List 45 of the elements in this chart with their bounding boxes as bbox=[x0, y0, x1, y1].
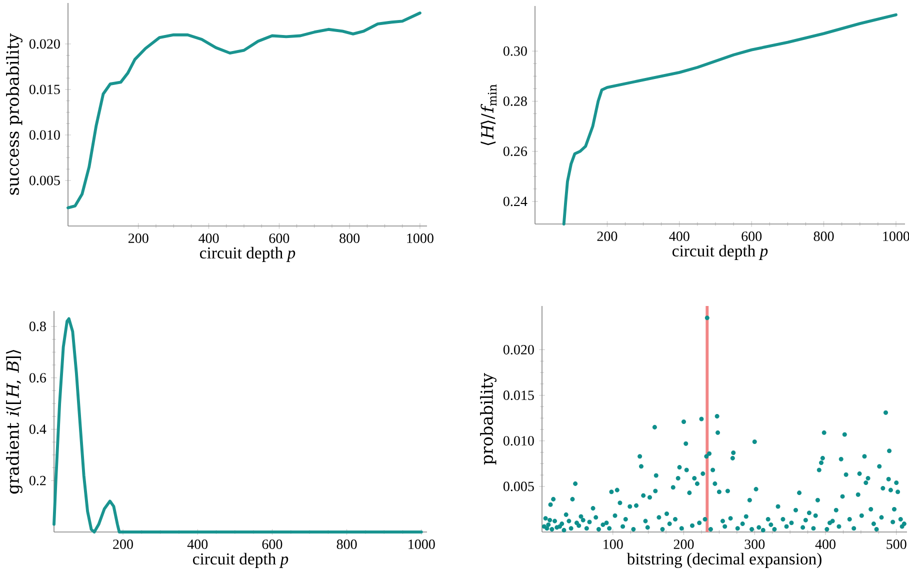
y-tick-label: 0.015 bbox=[29, 84, 60, 94]
x-tick-label: 200 bbox=[128, 234, 148, 244]
x-tick-label: 500 bbox=[886, 540, 906, 550]
line-series bbox=[66, 12, 422, 210]
y-tick-label: 0.010 bbox=[29, 130, 60, 140]
y-tick-label: 0.005 bbox=[503, 482, 534, 492]
y-tick-label: 0.24 bbox=[503, 196, 528, 206]
x-axis-title: circuit depth p bbox=[672, 244, 768, 260]
y-axis-title: probability bbox=[480, 373, 496, 465]
x-tick-label: 400 bbox=[198, 234, 219, 244]
x-tick-label: 300 bbox=[744, 540, 765, 550]
x-tick-label: 200 bbox=[597, 232, 618, 242]
y-tick-label: 0.015 bbox=[503, 390, 534, 400]
x-tick-label: 200 bbox=[674, 540, 694, 550]
y-axis-title: ⟨H⟩/f$_{min}$ bbox=[480, 84, 496, 146]
x-tick-label: 200 bbox=[113, 540, 133, 550]
y-tick-label: 0.020 bbox=[29, 39, 60, 49]
y-axis-title: success probability bbox=[6, 33, 22, 195]
x-tick-label: 1000 bbox=[407, 234, 434, 244]
y-tick-label: 0.4 bbox=[29, 424, 46, 434]
x-tick-label: 1000 bbox=[883, 232, 909, 242]
y-tick-label: 0.8 bbox=[29, 322, 46, 332]
x-tick-label: 1000 bbox=[408, 540, 435, 550]
x-tick-label: 600 bbox=[269, 234, 290, 244]
y-tick-label: 0.6 bbox=[29, 373, 46, 383]
y-tick-label: 0.26 bbox=[503, 146, 528, 156]
y-tick-label: 0.005 bbox=[29, 176, 60, 186]
x-tick-label: 600 bbox=[742, 232, 762, 242]
x-tick-label: 400 bbox=[187, 540, 208, 550]
y-tick-label: 0.020 bbox=[503, 344, 534, 354]
x-axis-title: circuit depth p bbox=[200, 246, 296, 262]
x-tick-label: 800 bbox=[814, 232, 834, 242]
y-tick-label: 0.28 bbox=[503, 96, 527, 106]
y-tick-label: 0.2 bbox=[29, 476, 46, 486]
x-axis-title: circuit depth p bbox=[192, 552, 288, 568]
y-tick-label: 0.010 bbox=[503, 436, 534, 446]
x-tick-label: 600 bbox=[262, 540, 282, 550]
x-tick-label: 400 bbox=[669, 232, 690, 242]
x-tick-label: 800 bbox=[340, 234, 360, 244]
y-tick-label: 0.30 bbox=[503, 46, 527, 56]
x-tick-label: 100 bbox=[604, 540, 623, 550]
x-axis-title: bitstring (decimal expansion) bbox=[626, 552, 822, 568]
x-tick-label: 800 bbox=[336, 540, 357, 550]
x-tick-label: 400 bbox=[815, 540, 836, 550]
y-axis-title: gradient i⟨[H, B]⟩ bbox=[6, 350, 22, 494]
